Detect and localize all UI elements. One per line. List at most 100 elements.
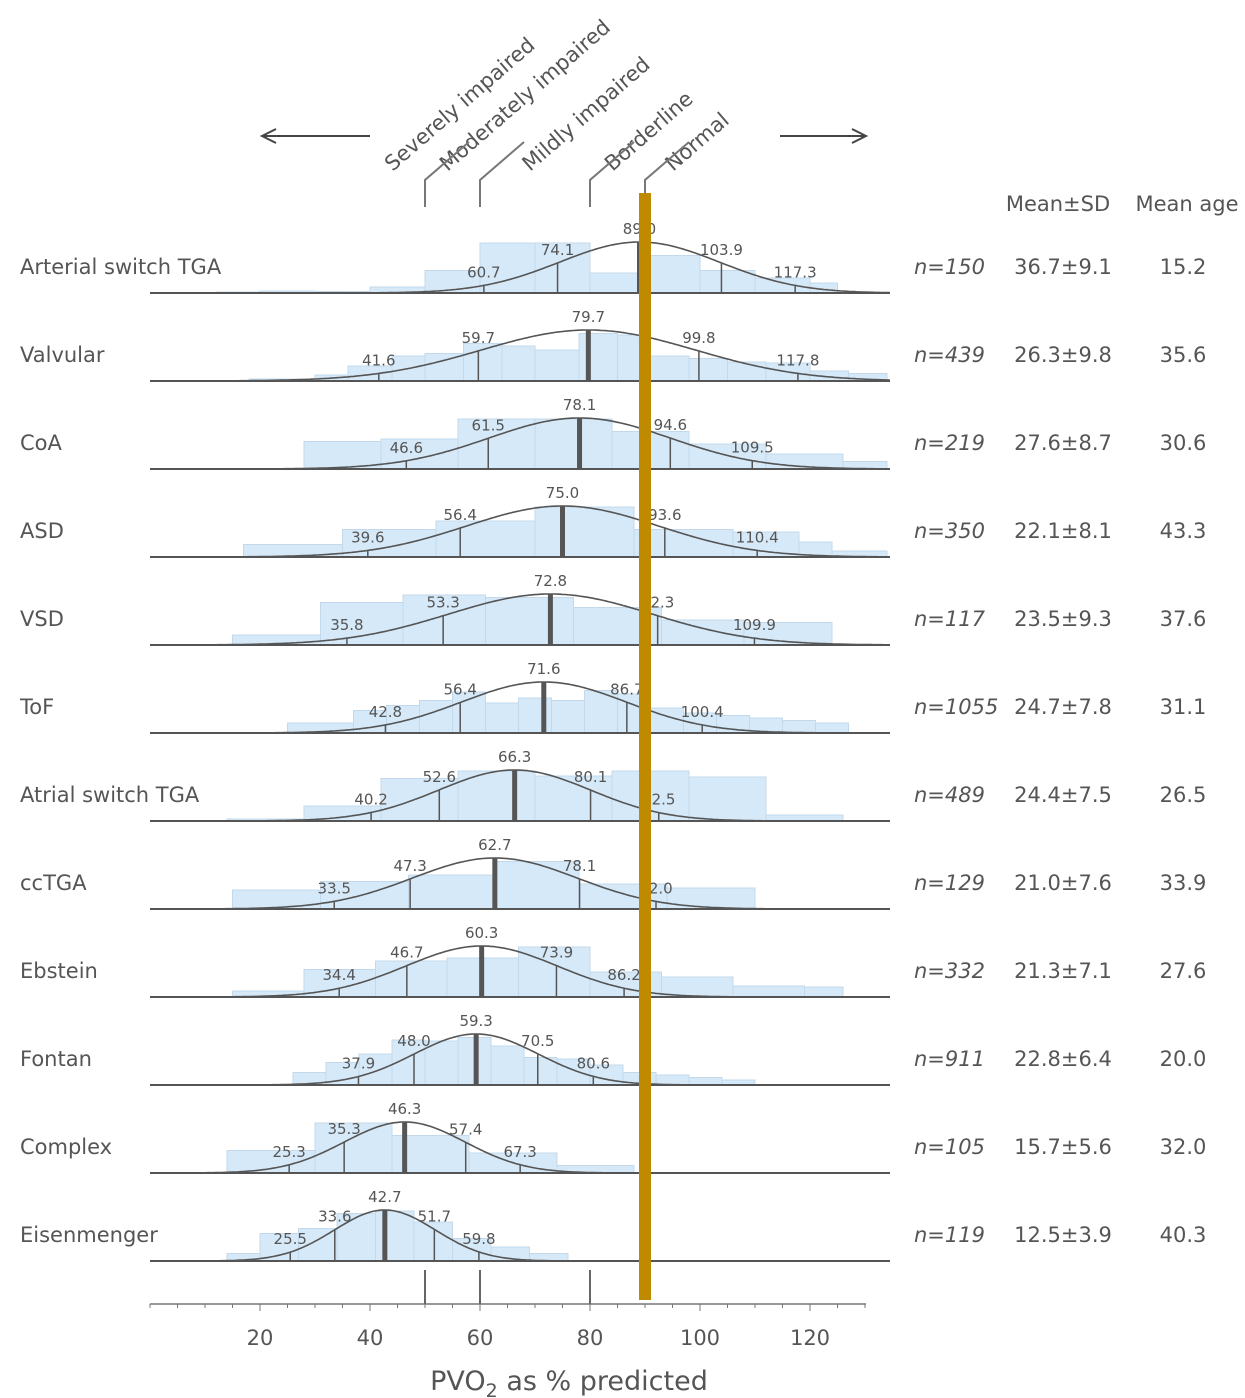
- marker-label: 72.8: [534, 572, 567, 590]
- row-mean-sd: 12.5±3.9: [1014, 1223, 1112, 1247]
- normal-curve: [150, 945, 890, 998]
- histogram-bin: [534, 349, 580, 382]
- row-n: n=150: [914, 255, 985, 279]
- marker-label: 74.1: [541, 241, 574, 259]
- marker-label: 42.7: [368, 1188, 401, 1206]
- histogram-bin: [358, 1053, 393, 1086]
- x-tick-label: 100: [680, 1326, 720, 1350]
- reference-line-90: [639, 193, 651, 1300]
- row-fontan: 37.9 48.0 59.3 70.5 80.6 Fontan n=911 22.8±6.4 2…: [20, 1012, 1206, 1086]
- threshold-hook: [424, 141, 470, 207]
- histogram-bin: [386, 705, 420, 734]
- marker-label: 60.3: [465, 924, 498, 942]
- marker-label: 62.7: [478, 836, 511, 854]
- row-label: ToF: [19, 695, 54, 719]
- x-axis: 20 40 60 80 100 120: [149, 1270, 866, 1350]
- row-mean-age: 26.5: [1160, 783, 1207, 807]
- row-n: n=332: [914, 959, 985, 983]
- row-label: ASD: [20, 519, 64, 543]
- row-mean-age: 37.6: [1160, 607, 1207, 631]
- marker-label: 33.5: [318, 879, 351, 897]
- marker-label: 94.6: [654, 416, 687, 434]
- marker-label: 46.6: [390, 439, 423, 457]
- histogram-bin: [688, 776, 767, 822]
- histogram-bin: [485, 597, 574, 646]
- marker-label: 117.3: [774, 263, 817, 281]
- marker-label: 59.8: [462, 1230, 495, 1248]
- x-tick-label: 120: [790, 1326, 830, 1350]
- x-tick-label: 40: [357, 1326, 384, 1350]
- histogram-bin: [259, 1233, 299, 1262]
- x-tick-label: 60: [467, 1326, 494, 1350]
- normal-curve: [150, 857, 890, 910]
- histogram-bin: [815, 722, 849, 734]
- row-mean-age: 27.6: [1160, 959, 1207, 983]
- histogram-bin: [424, 353, 464, 382]
- row-label: Complex: [20, 1135, 112, 1159]
- row-label: CoA: [20, 431, 63, 455]
- row-label: Eisenmenger: [20, 1223, 158, 1247]
- marker-label: 53.3: [426, 594, 459, 612]
- arrow-right-head: [851, 128, 869, 144]
- histogram-bin: [650, 355, 690, 382]
- marker-label: 41.6: [362, 351, 395, 369]
- normal-curve: [150, 241, 890, 294]
- marker-label: 110.4: [736, 528, 779, 546]
- histogram-bin: [782, 720, 816, 734]
- row-valvular: 41.6 59.7 79.7 99.8 117.8 Valvular n=439 26.3±9…: [20, 308, 1206, 382]
- histogram-bin: [732, 985, 805, 998]
- row-coa: 46.6 61.5 78.1 94.6 109.5 CoA n=219 27.6±8.7 30.…: [20, 396, 1207, 470]
- marker-label: 75.0: [546, 484, 579, 502]
- histogram-bin: [578, 883, 668, 910]
- marker-label: 42.8: [369, 703, 402, 721]
- threshold-hook: [589, 141, 635, 207]
- marker-label: 99.8: [682, 329, 715, 347]
- marker-label: 100.4: [681, 703, 724, 721]
- marker-label: 109.9: [733, 616, 776, 634]
- histogram-bin: [314, 1122, 393, 1174]
- row-mean-age: 15.2: [1160, 255, 1207, 279]
- histogram-bin: [727, 361, 767, 382]
- marker-label: 47.3: [393, 857, 426, 875]
- marker-label: 80.1: [574, 768, 607, 786]
- histogram-bin: [699, 270, 756, 294]
- histogram-bin: [496, 861, 580, 910]
- histogram-bin: [666, 887, 756, 910]
- row-tof: 42.8 56.4 71.6 86.7 100.4 ToF n=1055 24.7±7.8 31…: [19, 660, 1206, 734]
- marker-label: 66.3: [498, 748, 531, 766]
- histogram-bin: [232, 889, 321, 910]
- histogram-bin: [457, 770, 536, 822]
- normal-curve: [150, 1209, 890, 1262]
- row-mean-sd: 24.7±7.8: [1014, 695, 1112, 719]
- marker-label: 51.7: [418, 1207, 451, 1225]
- histogram-bin: [534, 418, 613, 470]
- histogram-bin: [644, 255, 701, 294]
- marker-label: 33.6: [318, 1208, 351, 1226]
- histogram-bin: [578, 333, 618, 382]
- histogram-bin: [804, 986, 844, 998]
- row-label: VSD: [20, 607, 64, 631]
- row-mean-sd: 22.8±6.4: [1014, 1047, 1112, 1071]
- mean-sd-header: Mean±SD: [1006, 192, 1110, 216]
- row-mean-sd: 15.7±5.6: [1014, 1135, 1112, 1159]
- histogram-bin: [402, 594, 486, 646]
- row-mean-age: 30.6: [1160, 431, 1207, 455]
- marker-label: 25.3: [272, 1143, 305, 1161]
- normal-curve: [150, 329, 890, 382]
- marker-label: 86.7: [610, 680, 643, 698]
- normal-curve: [150, 417, 890, 470]
- row-label: Valvular: [20, 343, 105, 367]
- row-n: n=350: [914, 519, 985, 543]
- marker-label: 59.7: [462, 329, 495, 347]
- row-n: n=439: [914, 343, 985, 367]
- x-tick-label: 80: [577, 1326, 604, 1350]
- histogram-bin: [589, 272, 646, 294]
- normal-curve: [150, 769, 890, 822]
- histogram-bin: [655, 1074, 690, 1086]
- normal-curve: [150, 593, 890, 646]
- histogram-bin: [380, 438, 459, 470]
- marker-label: 52.6: [423, 768, 456, 786]
- marker-label: 67.3: [503, 1143, 536, 1161]
